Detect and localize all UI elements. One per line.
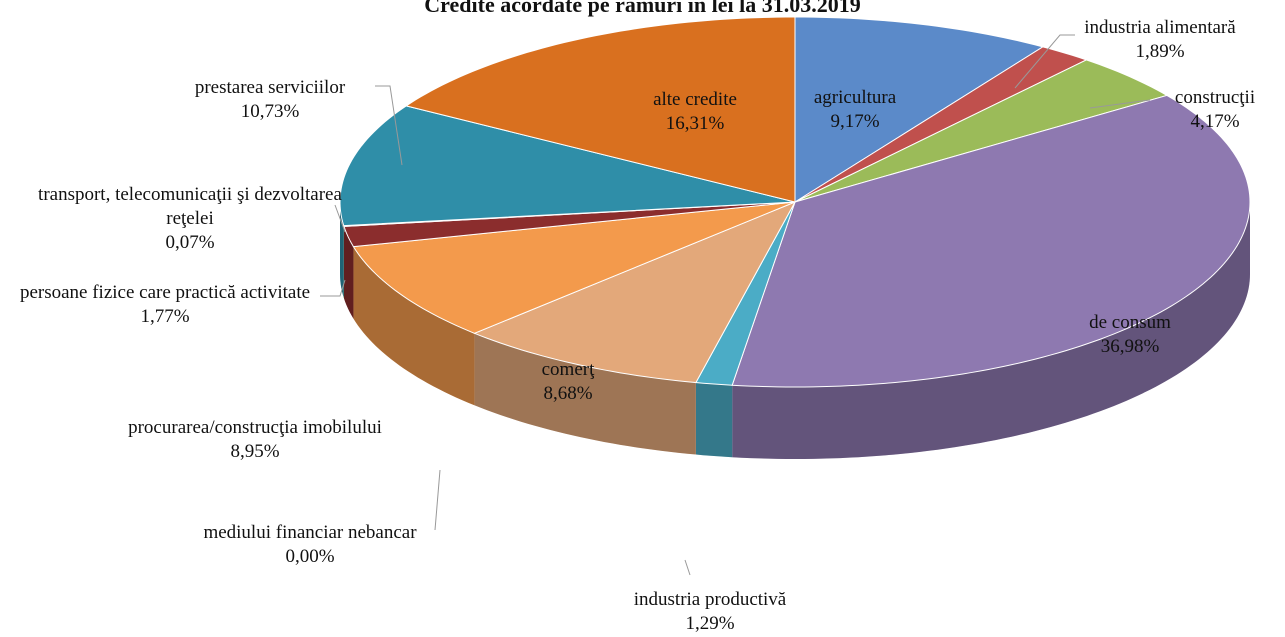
leader-line bbox=[434, 469, 441, 531]
slice-side-shade bbox=[343, 226, 354, 319]
slice-label: procurarea/construcţia imobilului bbox=[128, 417, 382, 438]
slice-side bbox=[353, 246, 475, 406]
slice-value-label: 0,07% bbox=[165, 232, 215, 253]
slice-label: comerţ bbox=[541, 359, 595, 380]
slice-value-label: 8,68% bbox=[543, 383, 593, 404]
slice-label: agricultura bbox=[813, 87, 897, 108]
slice-label: alte credite bbox=[653, 89, 737, 110]
slice bbox=[794, 46, 1088, 203]
leader-line bbox=[1089, 99, 1151, 109]
leader-line bbox=[684, 559, 691, 576]
slice-side-shade bbox=[353, 246, 475, 406]
slice-value-label: 36,98% bbox=[1100, 336, 1160, 357]
slice bbox=[352, 201, 796, 334]
slice bbox=[794, 16, 1045, 203]
slice-value-label: 4,17% bbox=[1190, 111, 1240, 132]
slice bbox=[339, 105, 796, 227]
slice-label: prestarea serviciilor bbox=[194, 77, 346, 98]
slice-label: transport, telecomunicaţii şi dezvoltare… bbox=[38, 184, 342, 229]
slice-label: construcţii bbox=[1174, 87, 1256, 108]
slice-value-label: 1,89% bbox=[1135, 41, 1185, 62]
slice-label: de consum bbox=[1089, 312, 1171, 333]
slice-label: industria alimentară bbox=[1084, 17, 1236, 38]
slice bbox=[731, 94, 1251, 388]
slice-label: persoane fizice care practică activitate bbox=[19, 282, 311, 303]
slice-value-label: 0,00% bbox=[285, 546, 335, 567]
leader-line bbox=[375, 85, 403, 166]
leader-line bbox=[334, 204, 346, 233]
slice bbox=[343, 201, 796, 248]
leader-line bbox=[320, 279, 346, 297]
chart-title: Credite acordate pe ramuri în lei la 31.… bbox=[424, 0, 861, 17]
slice-side bbox=[695, 382, 733, 458]
slice-side bbox=[732, 202, 1250, 459]
slice-label: industria productivă bbox=[633, 589, 787, 610]
slice bbox=[404, 16, 796, 203]
slice-value-label: 1,77% bbox=[140, 306, 190, 327]
slice-side-shade bbox=[474, 333, 696, 455]
slice-value-label: 10,73% bbox=[240, 101, 300, 122]
slice-side bbox=[343, 226, 354, 319]
slice-side-shade bbox=[732, 202, 1250, 459]
slice bbox=[794, 59, 1169, 203]
slice-side-shade bbox=[695, 382, 733, 458]
slice-side bbox=[474, 333, 696, 455]
slice bbox=[473, 201, 797, 384]
leader-line bbox=[1014, 34, 1075, 89]
slice-value-label: 9,17% bbox=[830, 111, 880, 132]
slice-value-label: 1,29% bbox=[685, 613, 735, 634]
slice-value-label: 16,31% bbox=[665, 113, 725, 134]
slice-label: mediului financiar nebancar bbox=[203, 522, 417, 543]
slice-value-label: 8,95% bbox=[230, 441, 280, 462]
